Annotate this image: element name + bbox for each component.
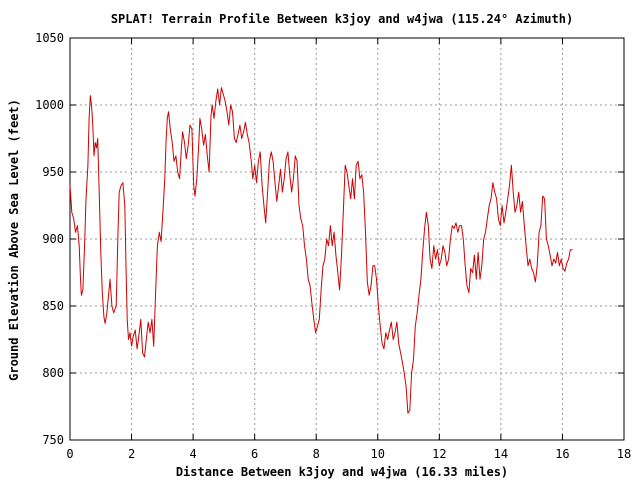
- x-tick-label: 12: [432, 447, 446, 461]
- x-tick-label: 4: [189, 447, 196, 461]
- y-tick-label: 900: [42, 232, 64, 246]
- x-tick-label: 2: [128, 447, 135, 461]
- y-tick-label: 1000: [35, 98, 64, 112]
- terrain-profile-line: [69, 87, 573, 414]
- y-tick-label: 950: [42, 165, 64, 179]
- x-tick-label: 14: [494, 447, 508, 461]
- axis-ticks: [69, 37, 625, 441]
- x-tick-label: 6: [251, 447, 258, 461]
- y-tick-label: 850: [42, 299, 64, 313]
- x-axis-label: Distance Between k3joy and w4jwa (16.33 …: [176, 465, 508, 479]
- y-tick-label: 800: [42, 366, 64, 380]
- series-layer: [69, 87, 573, 414]
- x-tick-label: 0: [66, 447, 73, 461]
- x-tick-label: 10: [371, 447, 385, 461]
- x-tick-label: 8: [313, 447, 320, 461]
- chart-title: SPLAT! Terrain Profile Between k3joy and…: [111, 12, 573, 26]
- y-tick-label: 750: [42, 433, 64, 447]
- y-tick-label: 1050: [35, 31, 64, 45]
- y-axis-label: Ground Elevation Above Sea Level (feet): [7, 99, 21, 381]
- x-tick-labels: 0 2 4 6 8 10 12 14 16 18: [66, 447, 631, 461]
- x-tick-label: 16: [555, 447, 569, 461]
- y-tick-labels: 750 800 850 900 950 1000 1050: [35, 31, 64, 447]
- x-tick-label: 18: [617, 447, 631, 461]
